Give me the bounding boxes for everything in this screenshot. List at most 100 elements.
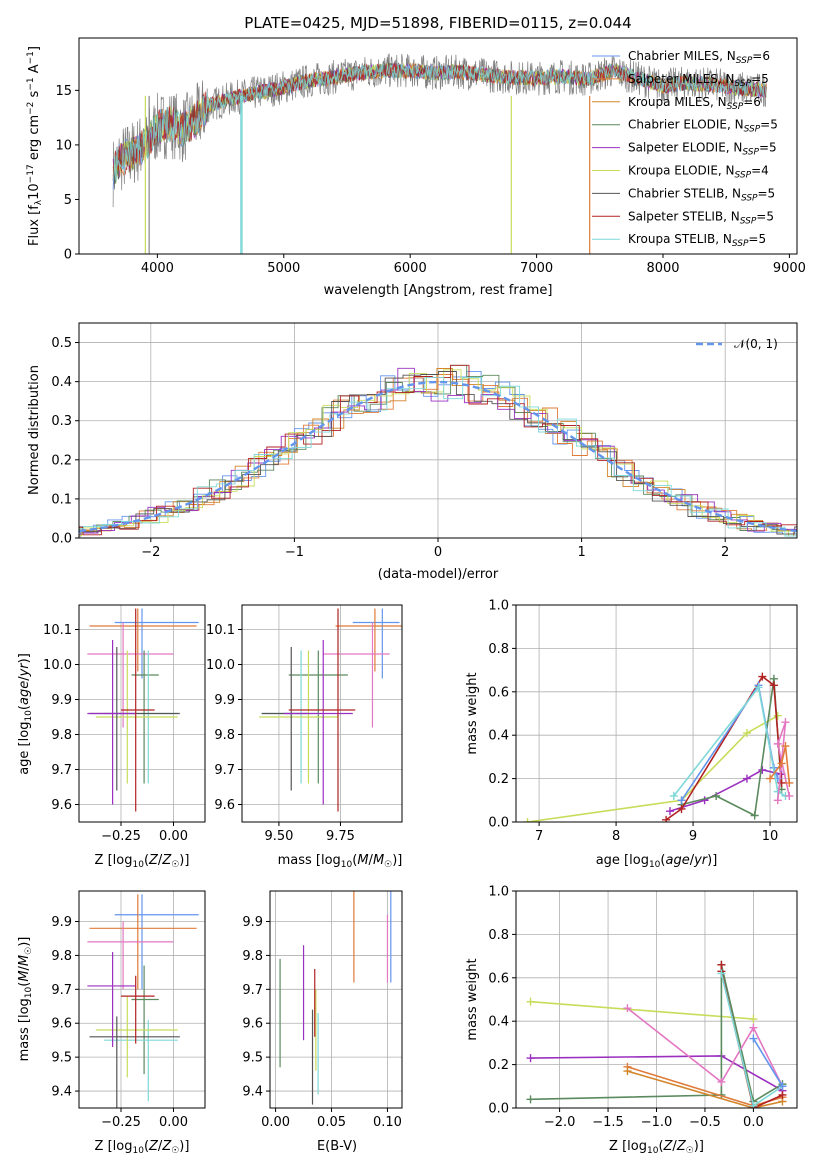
label-part: M [357,853,368,868]
y-tick-label: 9.6 [214,798,235,813]
x-tick-label: 0.0 [743,1115,764,1130]
label-part: 10 [132,860,144,870]
legend-sub: SSP [742,148,759,158]
axes-frame [78,604,206,823]
legend-name: Kroupa STELIB, N [628,232,732,246]
mass-weight-marker [785,791,794,800]
y-tick-label: 10 [55,138,72,153]
y-axis-label: mass [log10(M/M☉)] [17,937,34,1062]
label-part: yr [693,853,709,868]
axes-age-vs-Z: −0.25 0.009.69.79.89.910.010.1Z [log10(Z/… [17,604,206,870]
y-tick-label: 9.7 [51,763,72,778]
legend-sub: SSP [740,216,757,226]
mass-weight-marker [773,739,782,748]
legend-sub: SSP [736,56,753,66]
mass-weight-marker [526,1054,535,1063]
mass-weight-marker [665,807,674,816]
mass-weight-marker [526,997,535,1006]
residual-histogram-step [79,364,797,536]
legend-name: Salpeter MILES, N [628,72,735,86]
mass-weight-line [681,678,783,817]
x-tick-label: 8 [612,829,620,844]
x-tick-label: 9.75 [326,829,355,844]
y-tick-label: 1.0 [488,885,509,900]
x-tick-label: −2.0 [544,1115,576,1130]
label-part: Z [161,1139,172,1154]
normal-curve-line [79,380,797,533]
mass-weight-marker [754,683,763,692]
legend-name: Kroupa ELODIE, N [628,164,735,178]
y-tick-label: 9.8 [51,728,72,743]
label-part: / [369,853,374,868]
mass-weight-line [769,745,791,783]
x-tick-label: 0.05 [317,1115,346,1130]
y-tick-label: 10.0 [206,658,235,673]
x-tick-label: 9 [689,829,697,844]
label-part: wavelength [Angstrom, rest frame] [324,283,553,298]
x-tick-label: 7000 [520,261,553,276]
mass-weight-marker [742,729,751,738]
y-tick-label: 10.1 [206,623,235,638]
label-part: ( [352,853,357,868]
mass-weight-marker [781,742,790,751]
mass-weight-marker [777,759,786,768]
label-part: ( [144,1139,149,1154]
label-part: M [17,970,32,981]
label-part: )] [179,1139,189,1154]
y-tick-label: 9.9 [214,693,235,708]
y-tick-label: 9.4 [51,1085,72,1100]
axes-frame [78,37,798,255]
label-part: ( [17,705,32,710]
label-part: 10 [24,986,34,998]
mass-weight-marker [785,778,794,787]
x-tick-label: −2 [141,545,160,560]
mass-weight-line [720,964,783,1108]
label-part: Z [log [95,853,133,868]
plot-area [279,891,392,1105]
legend-sub: SSP [741,193,758,203]
label-part: age [log [596,853,649,868]
x-tick-label: 1 [577,545,585,560]
legend-name: Kroupa MILES, N [628,95,727,109]
label-part: 10 [647,1146,659,1156]
y-tick-label: 0 [64,248,72,263]
mass-weight-marker [623,1067,632,1076]
legend-entry: Chabrier ELODIE, NSSP=5 [628,118,778,135]
label-part: mass [log [278,853,341,868]
x-axis-label: Z [log10(Z/Z☉)] [609,1139,704,1156]
legend-value: =6 [752,49,770,63]
label-part: mass [log [17,998,32,1061]
mass-weight-marker [669,791,678,800]
y-axis-label: mass weight [465,958,480,1040]
y-tick-label: 9.8 [214,728,235,743]
x-tick-label: 0.00 [159,1115,188,1130]
label-part: / [672,1139,677,1154]
y-tick-label: 9.5 [51,1051,72,1066]
residual-histogram-step [79,367,797,536]
x-tick-label: 2 [721,545,729,560]
label-part: M [373,853,384,868]
mass-weight-marker [781,718,790,727]
mass-weight-marker [773,796,782,805]
mass-weight-line [530,1000,754,1020]
legend-entry: Salpeter STELIB, NSSP=5 [628,209,774,226]
y-axis-label: Normed distribution [27,365,42,495]
label-part: λ [34,199,44,205]
label-part: A [27,64,42,77]
label-part: (data-model)/error [378,567,499,582]
y-axis-label: age [log10(age/yr)] [17,653,34,775]
y-tick-label: 1.0 [488,599,509,614]
label-part: Z [log [95,1139,133,1154]
legend-entry: 𝒩(0, 1) [734,337,778,351]
x-axis-label: Z [log10(Z/Z☉)] [95,1139,190,1156]
label-part: ] [27,46,42,51]
y-tick-label: 0.0 [51,532,72,547]
label-part: / [690,853,695,868]
y-tick-label: 0.2 [51,453,72,468]
y-tick-label: 10.0 [43,658,72,673]
y-tick-label: 9.8 [242,949,263,964]
label-part: Z [148,1139,159,1154]
y-tick-label: 0.3 [51,414,72,429]
